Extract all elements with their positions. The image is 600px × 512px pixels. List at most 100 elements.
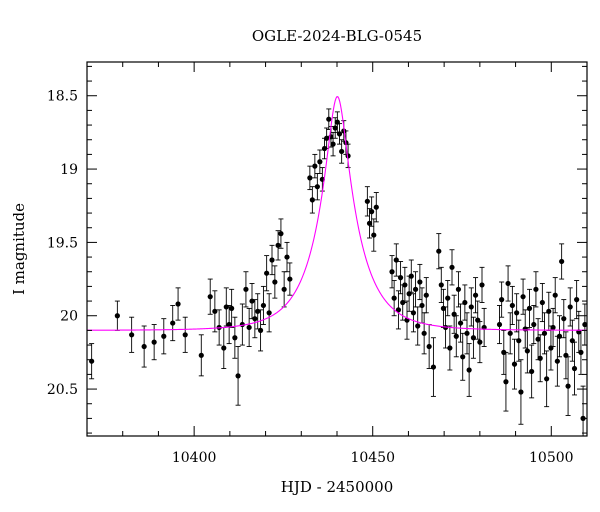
data-marker [369, 209, 375, 215]
data-marker [312, 163, 318, 169]
data-marker [170, 320, 176, 326]
data-point [445, 280, 451, 317]
data-marker [541, 330, 548, 336]
data-marker [438, 282, 444, 288]
data-marker [445, 295, 451, 301]
data-point [408, 259, 414, 293]
data-point [257, 309, 264, 352]
data-point [507, 312, 513, 355]
data-point [449, 249, 455, 286]
data-marker [226, 321, 232, 328]
data-marker [426, 343, 432, 350]
data-point [264, 255, 270, 292]
data-point [269, 244, 275, 276]
x-tick-label: 10400 [172, 450, 217, 466]
data-marker [141, 343, 147, 350]
data-marker [415, 323, 421, 329]
data-point [312, 153, 318, 179]
data-marker [175, 301, 181, 307]
data-marker [243, 286, 249, 292]
data-marker [453, 333, 459, 339]
data-marker [397, 275, 404, 281]
data-point [514, 293, 520, 333]
data-point [529, 344, 535, 399]
data-marker [477, 339, 483, 345]
data-marker [366, 220, 373, 226]
data-marker [509, 302, 515, 309]
data-point [537, 334, 543, 383]
data-marker [561, 316, 567, 322]
data-marker [373, 204, 379, 210]
x-axis-title: HJD - 2450000 [281, 478, 394, 496]
data-point [317, 149, 323, 174]
data-marker [423, 292, 429, 298]
data-point [565, 356, 571, 416]
data-point [235, 346, 241, 406]
y-tick-label: 20 [60, 309, 78, 325]
data-point [561, 299, 567, 339]
data-marker [339, 148, 345, 155]
data-marker [466, 367, 472, 373]
data-marker [336, 131, 343, 137]
data-point [281, 271, 287, 308]
data-point [369, 196, 375, 227]
data-marker [472, 292, 479, 298]
data-marker [556, 333, 563, 339]
data-point [393, 243, 399, 277]
data-point [426, 324, 432, 369]
data-point [389, 255, 395, 289]
data-point [481, 307, 487, 347]
data-marker [266, 310, 272, 316]
data-marker [537, 355, 543, 361]
data-point [255, 293, 261, 330]
data-marker [114, 313, 120, 319]
data-point [451, 294, 457, 334]
data-marker [221, 345, 227, 351]
data-marker [330, 141, 336, 147]
data-point [430, 337, 437, 397]
data-marker [314, 184, 320, 190]
y-tick-label: 19.5 [47, 235, 78, 251]
data-point [226, 305, 232, 345]
data-marker [449, 264, 455, 270]
data-marker [516, 338, 522, 344]
data-marker [264, 270, 270, 276]
data-point [563, 331, 569, 380]
data-point [509, 285, 515, 325]
data-point [556, 315, 563, 358]
data-marker [520, 294, 526, 300]
data-marker [260, 302, 267, 309]
data-point [284, 241, 290, 273]
data-marker [457, 320, 464, 326]
data-point [559, 243, 565, 280]
data-marker [574, 297, 580, 303]
data-point [552, 277, 558, 314]
data-point [229, 288, 235, 328]
data-marker [393, 257, 399, 263]
data-point [339, 139, 345, 164]
data-marker [246, 324, 252, 331]
data-point [129, 316, 135, 353]
data-marker [462, 299, 468, 306]
data-marker [505, 280, 511, 287]
x-tick-label: 10450 [350, 450, 395, 466]
data-point [472, 277, 479, 314]
data-point [252, 299, 258, 339]
data-marker [309, 197, 315, 203]
data-marker [235, 373, 241, 379]
data-point [395, 290, 402, 330]
data-marker [229, 305, 235, 311]
data-point [447, 325, 453, 371]
data-marker [546, 308, 552, 314]
data-point [232, 316, 238, 359]
data-point [511, 338, 518, 390]
data-marker [526, 305, 533, 311]
data-marker [503, 379, 509, 385]
data-point [505, 265, 511, 302]
data-point [198, 334, 204, 377]
data-point [397, 261, 404, 295]
data-point [249, 283, 255, 320]
data-point [141, 325, 147, 368]
x-tick-label: 10500 [529, 450, 574, 466]
data-marker [269, 257, 275, 263]
